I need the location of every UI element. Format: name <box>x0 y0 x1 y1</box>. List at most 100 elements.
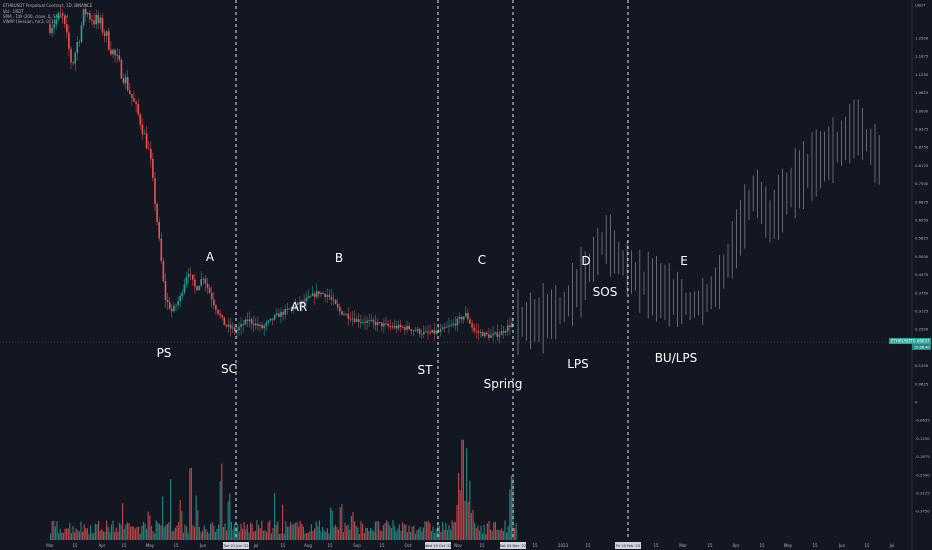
volume-bar <box>293 524 295 540</box>
volume-bar <box>378 521 380 540</box>
volume-bar <box>253 531 255 540</box>
candle-body <box>288 308 291 310</box>
x-tick-label: Apr <box>733 543 740 548</box>
candle-body <box>313 293 316 297</box>
wyckoff-label: BU/LPS <box>655 351 698 365</box>
volume-bar <box>259 528 261 540</box>
volume-bar <box>410 532 412 540</box>
candle-body <box>486 332 488 335</box>
volume-bar <box>187 533 189 540</box>
volume-bar <box>160 525 162 540</box>
volume-bar <box>448 525 450 540</box>
volume-bar <box>250 522 252 540</box>
volume-bar <box>200 532 202 540</box>
candle-body <box>246 319 249 322</box>
volume-bar <box>91 533 93 540</box>
x-tick-label: Apr <box>99 543 106 548</box>
candle-body <box>448 325 450 327</box>
candle-body <box>294 305 297 309</box>
candle-body <box>135 101 137 104</box>
volume-bar <box>469 480 471 540</box>
candle-body <box>105 31 108 36</box>
volume-bar <box>478 530 480 540</box>
volume-bar <box>198 526 200 540</box>
candle-body <box>217 309 219 314</box>
candle-body <box>507 325 509 331</box>
candle-body <box>393 325 396 328</box>
volume-bar <box>301 523 303 540</box>
candle-body <box>420 333 423 335</box>
volume-bar <box>390 528 392 540</box>
candle-body <box>376 322 379 326</box>
volume-bar <box>512 477 514 540</box>
vwap-legend: VWAP (Session, hlc3, 0, 1) <box>3 19 56 24</box>
volume-bar <box>222 526 224 540</box>
volume-bar <box>438 525 440 540</box>
volume-bar <box>256 520 258 540</box>
candle-body <box>431 330 433 333</box>
volume-bar <box>117 531 119 540</box>
volume-bar <box>80 521 82 540</box>
candle-body <box>215 305 217 310</box>
volume-bar <box>114 531 116 540</box>
volume-bar <box>94 523 96 540</box>
volume-bar <box>510 475 512 540</box>
volume-bar <box>406 532 408 540</box>
volume-bar <box>475 528 477 540</box>
volume-bar <box>405 524 407 540</box>
volume-bar <box>307 532 309 540</box>
volume-bar <box>501 528 503 540</box>
volume-bar <box>414 533 416 540</box>
x-marker-box <box>615 542 641 549</box>
volume-bar <box>136 527 138 540</box>
volume-bar <box>466 448 468 540</box>
candle-body <box>370 319 373 321</box>
volume-bar <box>202 530 204 540</box>
candle-body <box>509 325 511 328</box>
volume-bar <box>56 521 58 540</box>
candle-body <box>200 278 202 286</box>
candle-body <box>345 313 347 315</box>
candle-body <box>263 325 265 329</box>
volume-bar <box>382 525 384 540</box>
candle-body <box>456 318 459 326</box>
volume-legend: Vol · USDT <box>3 9 24 14</box>
volume-bar <box>146 528 148 540</box>
candle-body <box>116 55 118 56</box>
candle-body <box>240 323 242 328</box>
candle-body <box>175 305 177 306</box>
volume-bar <box>274 493 276 540</box>
volume-bar <box>328 533 330 540</box>
y-tick-label: 1.1875 <box>915 54 929 59</box>
candle-body <box>173 305 175 312</box>
volume-bar <box>443 530 445 540</box>
volume-bar <box>491 531 493 540</box>
volume-bar <box>440 532 442 540</box>
wyckoff-label: C <box>478 253 486 267</box>
candle-body <box>183 284 186 293</box>
volume-bar <box>485 533 487 540</box>
volume-bar <box>309 531 311 540</box>
volume-bar <box>454 521 456 540</box>
wyckoff-label: D <box>581 254 590 268</box>
last-price-sub: 15:06:40 <box>914 346 930 350</box>
candle-body <box>131 93 133 99</box>
volume-bar <box>154 533 156 540</box>
volume-bar <box>502 531 504 540</box>
x-tick-label: 15 <box>280 543 286 548</box>
candle-body <box>206 283 209 288</box>
candle-body <box>351 318 354 320</box>
volume-bar <box>357 527 359 540</box>
candle-body <box>502 331 505 333</box>
volume-bar <box>208 533 210 540</box>
volume-bar <box>278 533 280 540</box>
x-marker-box <box>425 542 451 549</box>
candle-body <box>391 326 394 328</box>
volume-bar <box>254 530 256 540</box>
volume-bar <box>498 529 500 540</box>
y-tick-label: 0.3750 <box>915 290 929 295</box>
candle-body <box>154 177 156 205</box>
last-price-tag: ETHBUSDT 0.06037 15:06:40 <box>889 338 931 350</box>
volume-bar <box>507 526 509 540</box>
